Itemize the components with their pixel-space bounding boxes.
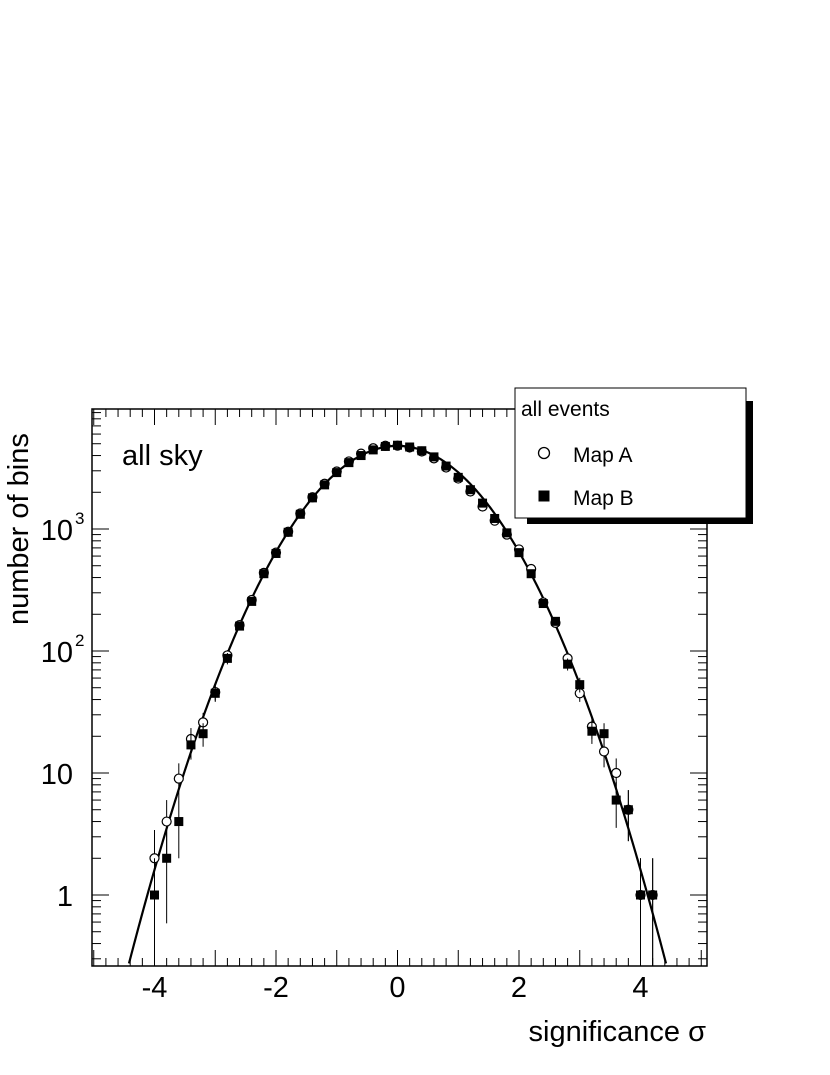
- legend-entry-map-b: Map B: [573, 487, 634, 510]
- data-point-map-b: [514, 548, 524, 558]
- data-point-map-b: [648, 890, 658, 900]
- data-point-map-b: [162, 853, 172, 863]
- x-tick-label: 0: [389, 972, 405, 1004]
- data-point-map-b: [538, 599, 548, 609]
- annotation-all-sky: all sky: [122, 440, 203, 472]
- data-point-map-b: [636, 890, 645, 900]
- data-point-map-b: [259, 569, 269, 579]
- data-point-map-b: [295, 509, 305, 519]
- data-point-map-b: [599, 729, 609, 739]
- data-point-map-b: [380, 441, 390, 451]
- x-tick-label: -4: [142, 972, 168, 1004]
- data-point-map-b: [344, 458, 354, 468]
- x-tick-labels: -4 -2 0 2 4: [142, 972, 649, 1004]
- data-point-map-a: [611, 767, 622, 779]
- data-point-map-b: [478, 498, 488, 508]
- data-point-map-a: [598, 746, 610, 757]
- y-tick-label: 10: [41, 637, 73, 669]
- data-point-map-b: [283, 527, 293, 537]
- data-point-map-b: [247, 596, 257, 606]
- data-point-map-b: [405, 442, 415, 452]
- data-point-map-b: [441, 461, 451, 471]
- data-point-map-b: [526, 569, 536, 579]
- data-point-map-a: [173, 773, 184, 784]
- data-point-map-b: [623, 805, 633, 815]
- data-point-map-b: [587, 726, 597, 736]
- data-point-map-b: [210, 688, 220, 698]
- data-point-map-b: [429, 452, 439, 462]
- x-axis-label: significance σ: [529, 1016, 707, 1048]
- legend-box: [514, 387, 747, 519]
- data-point-map-b: [186, 740, 196, 750]
- data-point-map-b: [563, 659, 573, 669]
- legend-square-marker: [538, 490, 550, 502]
- data-point-map-b: [465, 485, 475, 495]
- y-tick-label: 10: [41, 515, 73, 547]
- data-point-map-b: [222, 653, 232, 663]
- x-tick-label: 2: [511, 972, 527, 1004]
- data-point-map-b: [490, 513, 500, 523]
- legend-entry-map-a: Map A: [573, 444, 633, 467]
- data-point-map-b: [332, 468, 342, 478]
- data-point-map-b: [320, 480, 330, 490]
- data-point-map-b: [393, 440, 402, 450]
- data-point-map-b: [271, 548, 281, 558]
- data-points: [149, 440, 658, 966]
- legend: all events Map A Map B: [514, 387, 753, 524]
- y-tick-label: 1: [57, 881, 73, 913]
- x-tick-label: -2: [263, 972, 289, 1004]
- data-point-map-b: [417, 446, 427, 456]
- data-point-map-b: [150, 890, 159, 900]
- y-tick-label-exponent: 3: [75, 509, 84, 528]
- data-point-map-b: [368, 445, 378, 455]
- x-tick-label: 4: [632, 972, 648, 1004]
- data-point-map-b: [235, 621, 245, 631]
- legend-title: all events: [521, 398, 610, 421]
- data-point-map-b: [550, 616, 560, 626]
- data-point-map-b: [453, 472, 463, 482]
- data-point-map-b: [611, 795, 621, 805]
- data-point-map-b: [356, 451, 366, 461]
- data-point-map-b: [502, 528, 512, 538]
- data-point-map-b: [307, 493, 317, 503]
- y-axis-label: number of bins: [3, 433, 35, 625]
- data-point-map-b: [174, 817, 184, 827]
- legend-circle-marker: [537, 446, 551, 460]
- data-point-map-b: [198, 729, 208, 739]
- data-point-map-a: [161, 816, 172, 827]
- data-point-map-b: [575, 680, 585, 690]
- y-tick-label-exponent: 2: [75, 631, 84, 650]
- y-tick-label: 10: [41, 759, 73, 791]
